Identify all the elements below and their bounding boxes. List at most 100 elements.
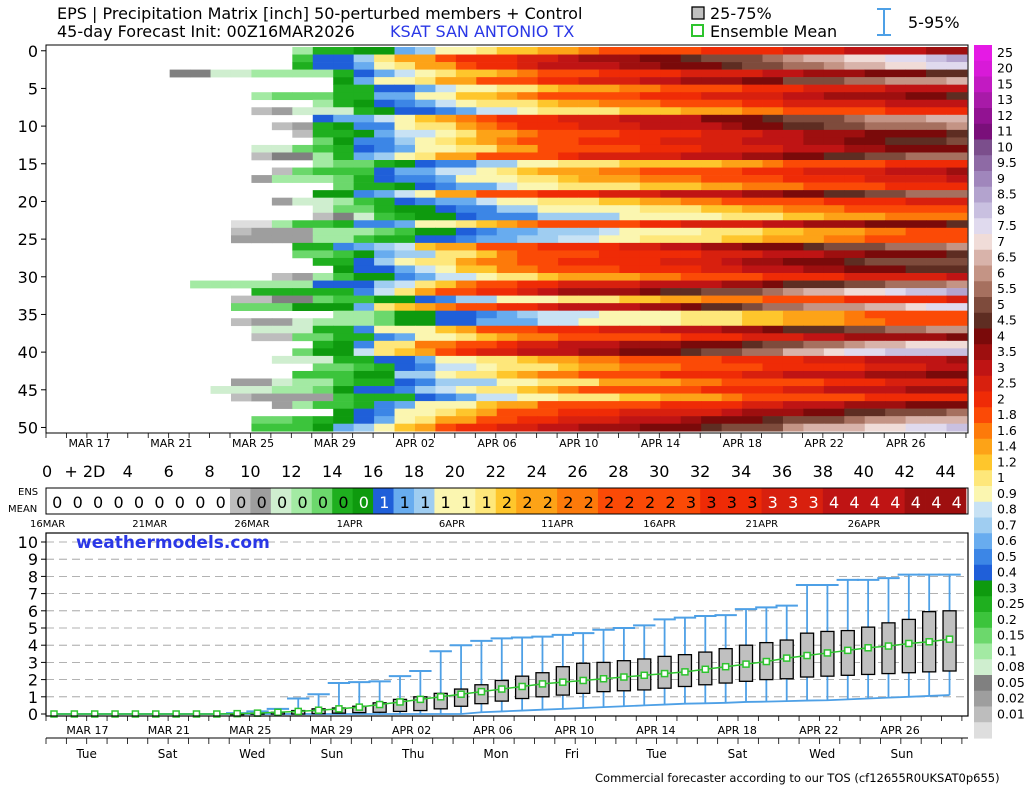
matrix-cell — [558, 288, 579, 296]
matrix-cell — [864, 333, 886, 342]
matrix-cell — [905, 370, 927, 379]
matrix-cell — [762, 401, 784, 409]
matrix-cell — [435, 167, 457, 176]
matrix-cell — [312, 340, 334, 349]
matrix-cell — [558, 257, 579, 266]
matrix-cell — [864, 310, 886, 319]
matrix-cell — [844, 190, 866, 198]
matrix-cell — [926, 393, 947, 402]
matrix-cell — [476, 54, 498, 63]
matrix-cell — [537, 325, 559, 334]
matrix-cell — [251, 325, 273, 334]
mean-marker — [945, 635, 954, 643]
matrix-cell — [742, 386, 763, 394]
matrix-cell — [558, 122, 579, 131]
matrix-cell — [701, 107, 723, 116]
matrix-cell — [496, 205, 518, 214]
colorbar-swatch — [974, 344, 992, 361]
matrix-cell — [251, 220, 273, 229]
matrix-cell — [394, 212, 416, 221]
matrix-cell — [537, 416, 559, 424]
matrix-cell — [782, 386, 804, 394]
matrix-cell — [496, 160, 518, 168]
matrix-cell — [864, 175, 886, 183]
matrix-cell — [517, 92, 539, 101]
matrix-cell — [333, 257, 355, 266]
matrix-cell — [578, 54, 600, 63]
matrix-cell — [476, 393, 498, 402]
matrix-cell — [517, 363, 539, 372]
matrix-cell — [660, 197, 682, 206]
matrix-cell — [844, 69, 866, 78]
matrix-cell — [680, 182, 702, 191]
matrix-cell — [660, 212, 682, 221]
matrix-cell — [292, 167, 314, 176]
matrix-cell — [864, 69, 886, 78]
matrix-cell — [823, 280, 845, 289]
matrix-cell — [680, 167, 702, 176]
matrix-cell — [864, 340, 886, 349]
matrix-cell — [864, 197, 886, 206]
matrix-cell — [435, 318, 457, 327]
matrix-cell — [394, 235, 416, 244]
colorbar-label: 1.2 — [997, 454, 1017, 469]
matrix-member-tick: 0 — [28, 42, 38, 61]
matrix-cell — [558, 92, 579, 101]
matrix-cell — [926, 408, 947, 417]
matrix-cell — [803, 160, 825, 168]
ens-mean-value: 1 — [400, 493, 410, 512]
matrix-cell — [823, 378, 845, 387]
colorbar-swatch — [974, 360, 992, 377]
matrix-cell — [292, 250, 314, 259]
matrix-cell — [660, 340, 682, 349]
matrix-cell — [782, 393, 804, 402]
matrix-cell — [762, 242, 784, 251]
matrix-cell — [414, 235, 436, 244]
matrix-date-tick: APR 06 — [477, 437, 516, 450]
matrix-cell — [721, 303, 743, 311]
matrix-cell — [926, 122, 947, 131]
matrix-cell — [701, 265, 723, 274]
matrix-cell — [435, 348, 457, 357]
matrix-cell — [578, 340, 600, 349]
matrix-cell — [782, 137, 804, 146]
matrix-cell — [353, 265, 375, 274]
matrix-cell — [598, 182, 620, 191]
matrix-cell — [353, 288, 375, 296]
ens-mean-value: 0 — [113, 493, 123, 512]
matrix-cell — [476, 107, 498, 116]
matrix-cell — [721, 137, 743, 146]
matrix-cell — [517, 408, 539, 417]
matrix-day-tick: 26 — [567, 462, 587, 481]
matrix-cell — [782, 62, 804, 70]
matrix-cell — [762, 265, 784, 274]
matrix-cell — [251, 386, 273, 394]
matrix-cell — [823, 386, 845, 394]
matrix-cell — [619, 62, 641, 70]
matrix-cell — [905, 62, 927, 70]
matrix-cell — [394, 416, 416, 424]
matrix-cell — [639, 47, 661, 55]
matrix-cell — [455, 99, 477, 108]
matrix-cell — [619, 77, 641, 85]
matrix-cell — [701, 295, 723, 304]
ens-mean-cell — [781, 488, 803, 514]
matrix-cell — [353, 250, 375, 259]
matrix-cell — [619, 122, 641, 131]
matrix-cell — [496, 175, 518, 183]
matrix-cell — [414, 348, 436, 357]
matrix-cell — [660, 242, 682, 251]
matrix-cell — [639, 107, 661, 116]
matrix-cell — [844, 288, 866, 296]
matrix-cell — [782, 416, 804, 424]
ens-mean-cell — [557, 488, 578, 514]
matrix-cell — [394, 295, 416, 304]
matrix-cell — [619, 152, 641, 161]
matrix-cell — [333, 250, 355, 259]
matrix-cell — [885, 220, 907, 229]
matrix-cell — [435, 325, 457, 334]
matrix-cell — [333, 182, 355, 191]
matrix-cell — [517, 190, 539, 198]
matrix-cell — [823, 167, 845, 176]
matrix-cell — [742, 333, 763, 342]
